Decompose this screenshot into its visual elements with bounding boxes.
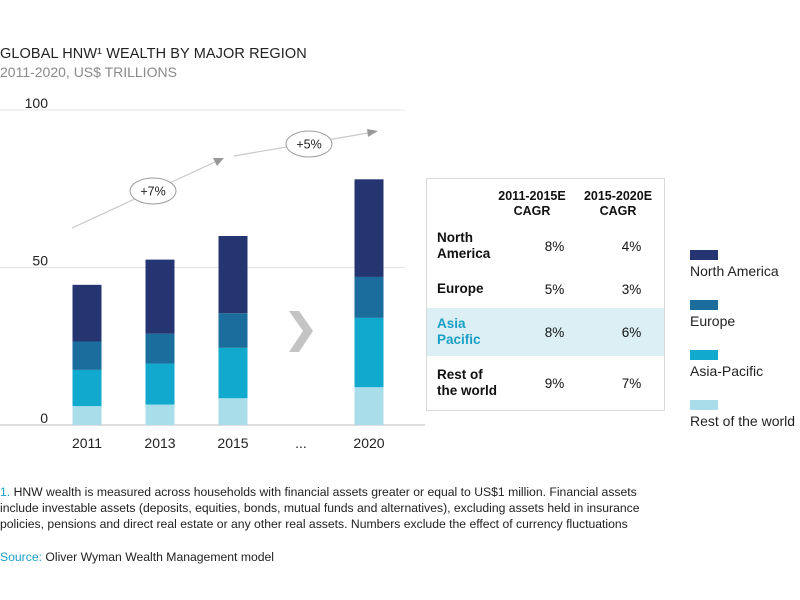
legend-label: Rest of the world [690, 413, 796, 429]
footnote: 1. HNW wealth is measured across househo… [0, 484, 650, 532]
x-tick-label: 2020 [353, 435, 384, 451]
legend-label: Asia-Pacific [690, 363, 764, 379]
bar-segment [218, 347, 248, 399]
x-tick-label: 2013 [144, 435, 175, 451]
cagr-value-2011-2015: 9% [544, 375, 565, 391]
cagr-row-north-america: North America 8% 4% [427, 223, 664, 269]
cagr-row-europe: Europe 5% 3% [427, 271, 664, 307]
bar-segment [145, 363, 175, 405]
legend-europe: Europe [690, 300, 735, 329]
bar-segment [354, 317, 384, 388]
footnote-number: 1. [0, 485, 11, 499]
legend-rest-of-world: Rest of the world [690, 400, 795, 429]
y-tick-label: 0 [40, 410, 48, 426]
arrowhead-icon [367, 129, 378, 137]
cagr-value-2015-2020: 4% [621, 238, 642, 254]
source-text: Oliver Wyman Wealth Management model [42, 550, 275, 564]
cagr-row-asia-pacific: Asia Pacific 8% 6% [427, 308, 664, 356]
x-tick-label: 2015 [217, 435, 248, 451]
chevron-right-icon [289, 311, 313, 352]
bar-segment [218, 313, 248, 348]
legend-swatch [690, 350, 718, 360]
arrowhead-icon [213, 158, 224, 166]
chart-subtitle: 2011-2020, US$ TRILLIONS [0, 64, 177, 80]
legend-swatch [690, 400, 718, 410]
growth-annotation: +7% [140, 185, 165, 199]
bar-segment [218, 236, 248, 314]
bar-segment [72, 284, 102, 342]
cagr-region-label: North America [437, 230, 491, 261]
cagr-row-rest-of-world: Rest of the world 9% 7% [427, 359, 664, 407]
growth-bubble [129, 177, 177, 205]
bar-segment [145, 404, 175, 425]
bar-segment [354, 387, 384, 425]
bar-segment [72, 406, 102, 425]
bar-segment [72, 341, 102, 370]
bar-segment [145, 333, 175, 364]
y-tick-label: 100 [25, 95, 49, 111]
bar-segment [354, 276, 384, 318]
growth-bubble [285, 130, 333, 158]
chart-title: GLOBAL HNW¹ WEALTH BY MAJOR REGION [0, 46, 307, 62]
cagr-value-2015-2020: 6% [621, 324, 642, 340]
legend-label: Europe [690, 313, 736, 329]
cagr-region-label: Rest of the world [437, 367, 497, 398]
growth-annotation: +5% [296, 138, 321, 152]
legend-north-america: North America [690, 250, 779, 279]
cagr-region-label: Europe [437, 281, 484, 296]
cagr-value-2015-2020: 7% [621, 375, 642, 391]
bar-segment [218, 398, 248, 425]
stacked-bar-chart: 0 50 100 2011 2013 2015... 2020 +7% +5% [0, 95, 425, 451]
bar-segment [145, 259, 175, 334]
cagr-region-label: Asia Pacific [437, 316, 481, 347]
cagr-value-2011-2015: 5% [544, 281, 565, 297]
x-tick-label: 2011 [72, 435, 102, 451]
cagr-table: 2011-2015E CAGR 2015-2020E CAGR North Am… [426, 178, 665, 411]
bar-segment [72, 369, 102, 407]
cagr-header-2011-2015: 2011-2015E CAGR [498, 189, 566, 218]
footnote-text: HNW wealth is measured across households… [0, 485, 640, 531]
cagr-value-2011-2015: 8% [544, 324, 565, 340]
x-tick-label: ... [295, 435, 307, 451]
legend-swatch [690, 250, 718, 260]
cagr-value-2011-2015: 8% [544, 238, 565, 254]
source-label: Source: [0, 550, 43, 564]
y-tick-label: 50 [32, 253, 48, 269]
cagr-header-2015-2020: 2015-2020E CAGR [583, 189, 653, 218]
legend-label: North America [690, 263, 779, 279]
cagr-value-2015-2020: 3% [621, 281, 642, 297]
legend-swatch [690, 300, 718, 310]
legend-asia-pacific: Asia-Pacific [690, 350, 763, 379]
source-line: Source: Oliver Wyman Wealth Management m… [0, 550, 274, 564]
bar-segment [354, 179, 384, 277]
